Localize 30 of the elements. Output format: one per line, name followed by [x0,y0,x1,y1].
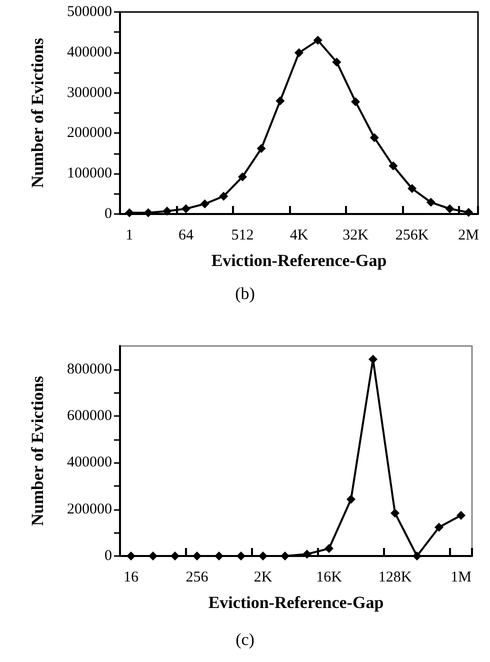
x-tick-label: 16 [124,570,139,586]
x-tick-label: 2M [458,228,479,244]
y-tick-label: 300000 [67,84,112,101]
y-tick-label: 100000 [67,166,112,182]
x-axis-title: Eviction-Reference-Gap [211,251,387,270]
x-tick-label: 2K [254,570,272,586]
x-tick-label: 32K [342,228,369,244]
text: (c) [234,630,256,650]
x-tick-label: 128K [378,570,412,586]
y-tick-label: 800000 [67,361,112,378]
y-tick-label: 400000 [67,44,112,60]
y-tick-label: 400000 [67,454,112,471]
x-tick-label: 512 [231,228,254,244]
y-tick-label: 200000 [67,501,112,518]
y-tick-label: 500000 [67,4,112,20]
x-tick-label: 256K [395,228,429,244]
x-tick-label: 64 [178,228,194,244]
x-axis-title: Eviction-Reference-Gap [208,593,384,612]
x-tick-label: 16K [316,570,342,586]
x-tick-label: 4K [290,228,308,244]
y-axis-title: Number of Evictions [28,376,47,526]
y-axis-title: Number of Evictions [28,38,47,188]
y-tick-label: 0 [104,548,112,564]
y-tick-label: 200000 [67,125,112,142]
text: (b) [234,284,256,304]
x-tick-label: 1 [126,228,134,244]
x-tick-label: 1M [450,570,472,586]
y-tick-label: 600000 [67,408,112,424]
y-tick-label: 0 [104,206,112,222]
x-tick-label: 256 [186,570,209,586]
